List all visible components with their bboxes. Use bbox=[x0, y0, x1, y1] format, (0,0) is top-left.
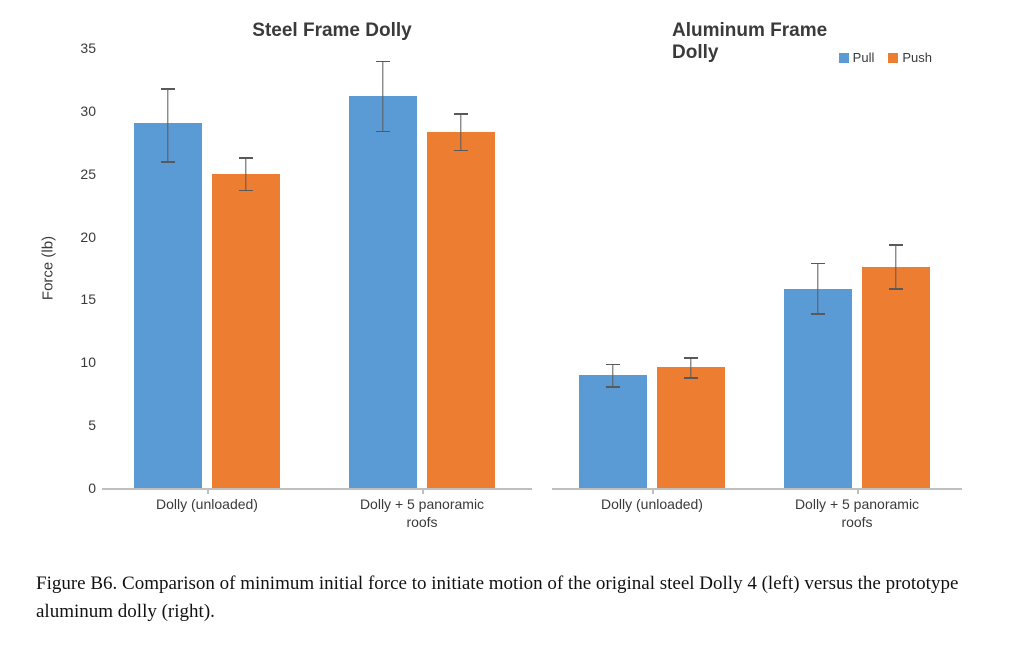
bar-push bbox=[427, 132, 495, 488]
error-cap bbox=[606, 386, 620, 387]
error-cap bbox=[811, 263, 825, 264]
figure-caption: Figure B6. Comparison of minimum initial… bbox=[36, 570, 988, 625]
x-tick-label: Dolly (unloaded) bbox=[112, 496, 302, 514]
error-cap bbox=[161, 161, 175, 162]
y-tick: 5 bbox=[88, 417, 96, 433]
y-tick: 0 bbox=[88, 480, 96, 496]
y-tick: 20 bbox=[80, 229, 96, 245]
bar-pull bbox=[579, 375, 647, 488]
bar-pull bbox=[134, 123, 202, 488]
y-tick: 10 bbox=[80, 354, 96, 370]
bar-group bbox=[784, 267, 930, 488]
plot-row: Force (lb) 05101520253035 bbox=[32, 48, 992, 488]
bar-pull bbox=[349, 96, 417, 488]
force-comparison-chart: Steel Frame Dolly Aluminum Frame Dolly P… bbox=[32, 20, 992, 536]
error-bar bbox=[612, 364, 613, 387]
plot-area bbox=[102, 48, 992, 488]
panel-title-steel: Steel Frame Dolly bbox=[252, 20, 411, 42]
bar-group bbox=[134, 123, 280, 488]
y-axis-label-box: Force (lb) bbox=[32, 48, 62, 488]
error-cap bbox=[811, 313, 825, 314]
error-bar bbox=[245, 157, 246, 190]
y-tick: 30 bbox=[80, 103, 96, 119]
x-axis-labels: Dolly (unloaded) Dolly + 5 panoramicroofs… bbox=[102, 488, 962, 536]
error-bar bbox=[817, 263, 818, 313]
bar-group bbox=[349, 96, 495, 488]
error-cap bbox=[161, 88, 175, 89]
error-bar bbox=[895, 244, 896, 288]
x-tick-label: Dolly (unloaded) bbox=[557, 496, 747, 514]
error-cap bbox=[889, 288, 903, 289]
error-cap bbox=[889, 244, 903, 245]
bar-pull bbox=[784, 289, 852, 488]
x-tick-label: Dolly + 5 panoramicroofs bbox=[762, 496, 952, 531]
error-bar bbox=[382, 61, 383, 131]
error-cap bbox=[684, 357, 698, 358]
error-bar bbox=[690, 357, 691, 377]
error-bar bbox=[167, 88, 168, 161]
bar-push bbox=[212, 174, 280, 488]
error-bar bbox=[460, 113, 461, 149]
x-tick-label: Dolly + 5 panoramicroofs bbox=[327, 496, 517, 531]
bar-group bbox=[579, 367, 725, 488]
y-tick: 35 bbox=[80, 40, 96, 56]
y-axis-label: Force (lb) bbox=[40, 236, 57, 300]
error-cap bbox=[454, 113, 468, 114]
error-cap bbox=[684, 377, 698, 378]
bar-push bbox=[657, 367, 725, 488]
y-axis-ticks: 05101520253035 bbox=[62, 48, 102, 488]
error-cap bbox=[376, 131, 390, 132]
panel-titles-row: Steel Frame Dolly Aluminum Frame Dolly P… bbox=[122, 20, 972, 48]
y-tick: 25 bbox=[80, 166, 96, 182]
bar-push bbox=[862, 267, 930, 488]
error-cap bbox=[454, 150, 468, 151]
error-cap bbox=[239, 157, 253, 158]
y-tick: 15 bbox=[80, 291, 96, 307]
error-cap bbox=[239, 190, 253, 191]
error-cap bbox=[606, 364, 620, 365]
error-cap bbox=[376, 61, 390, 62]
